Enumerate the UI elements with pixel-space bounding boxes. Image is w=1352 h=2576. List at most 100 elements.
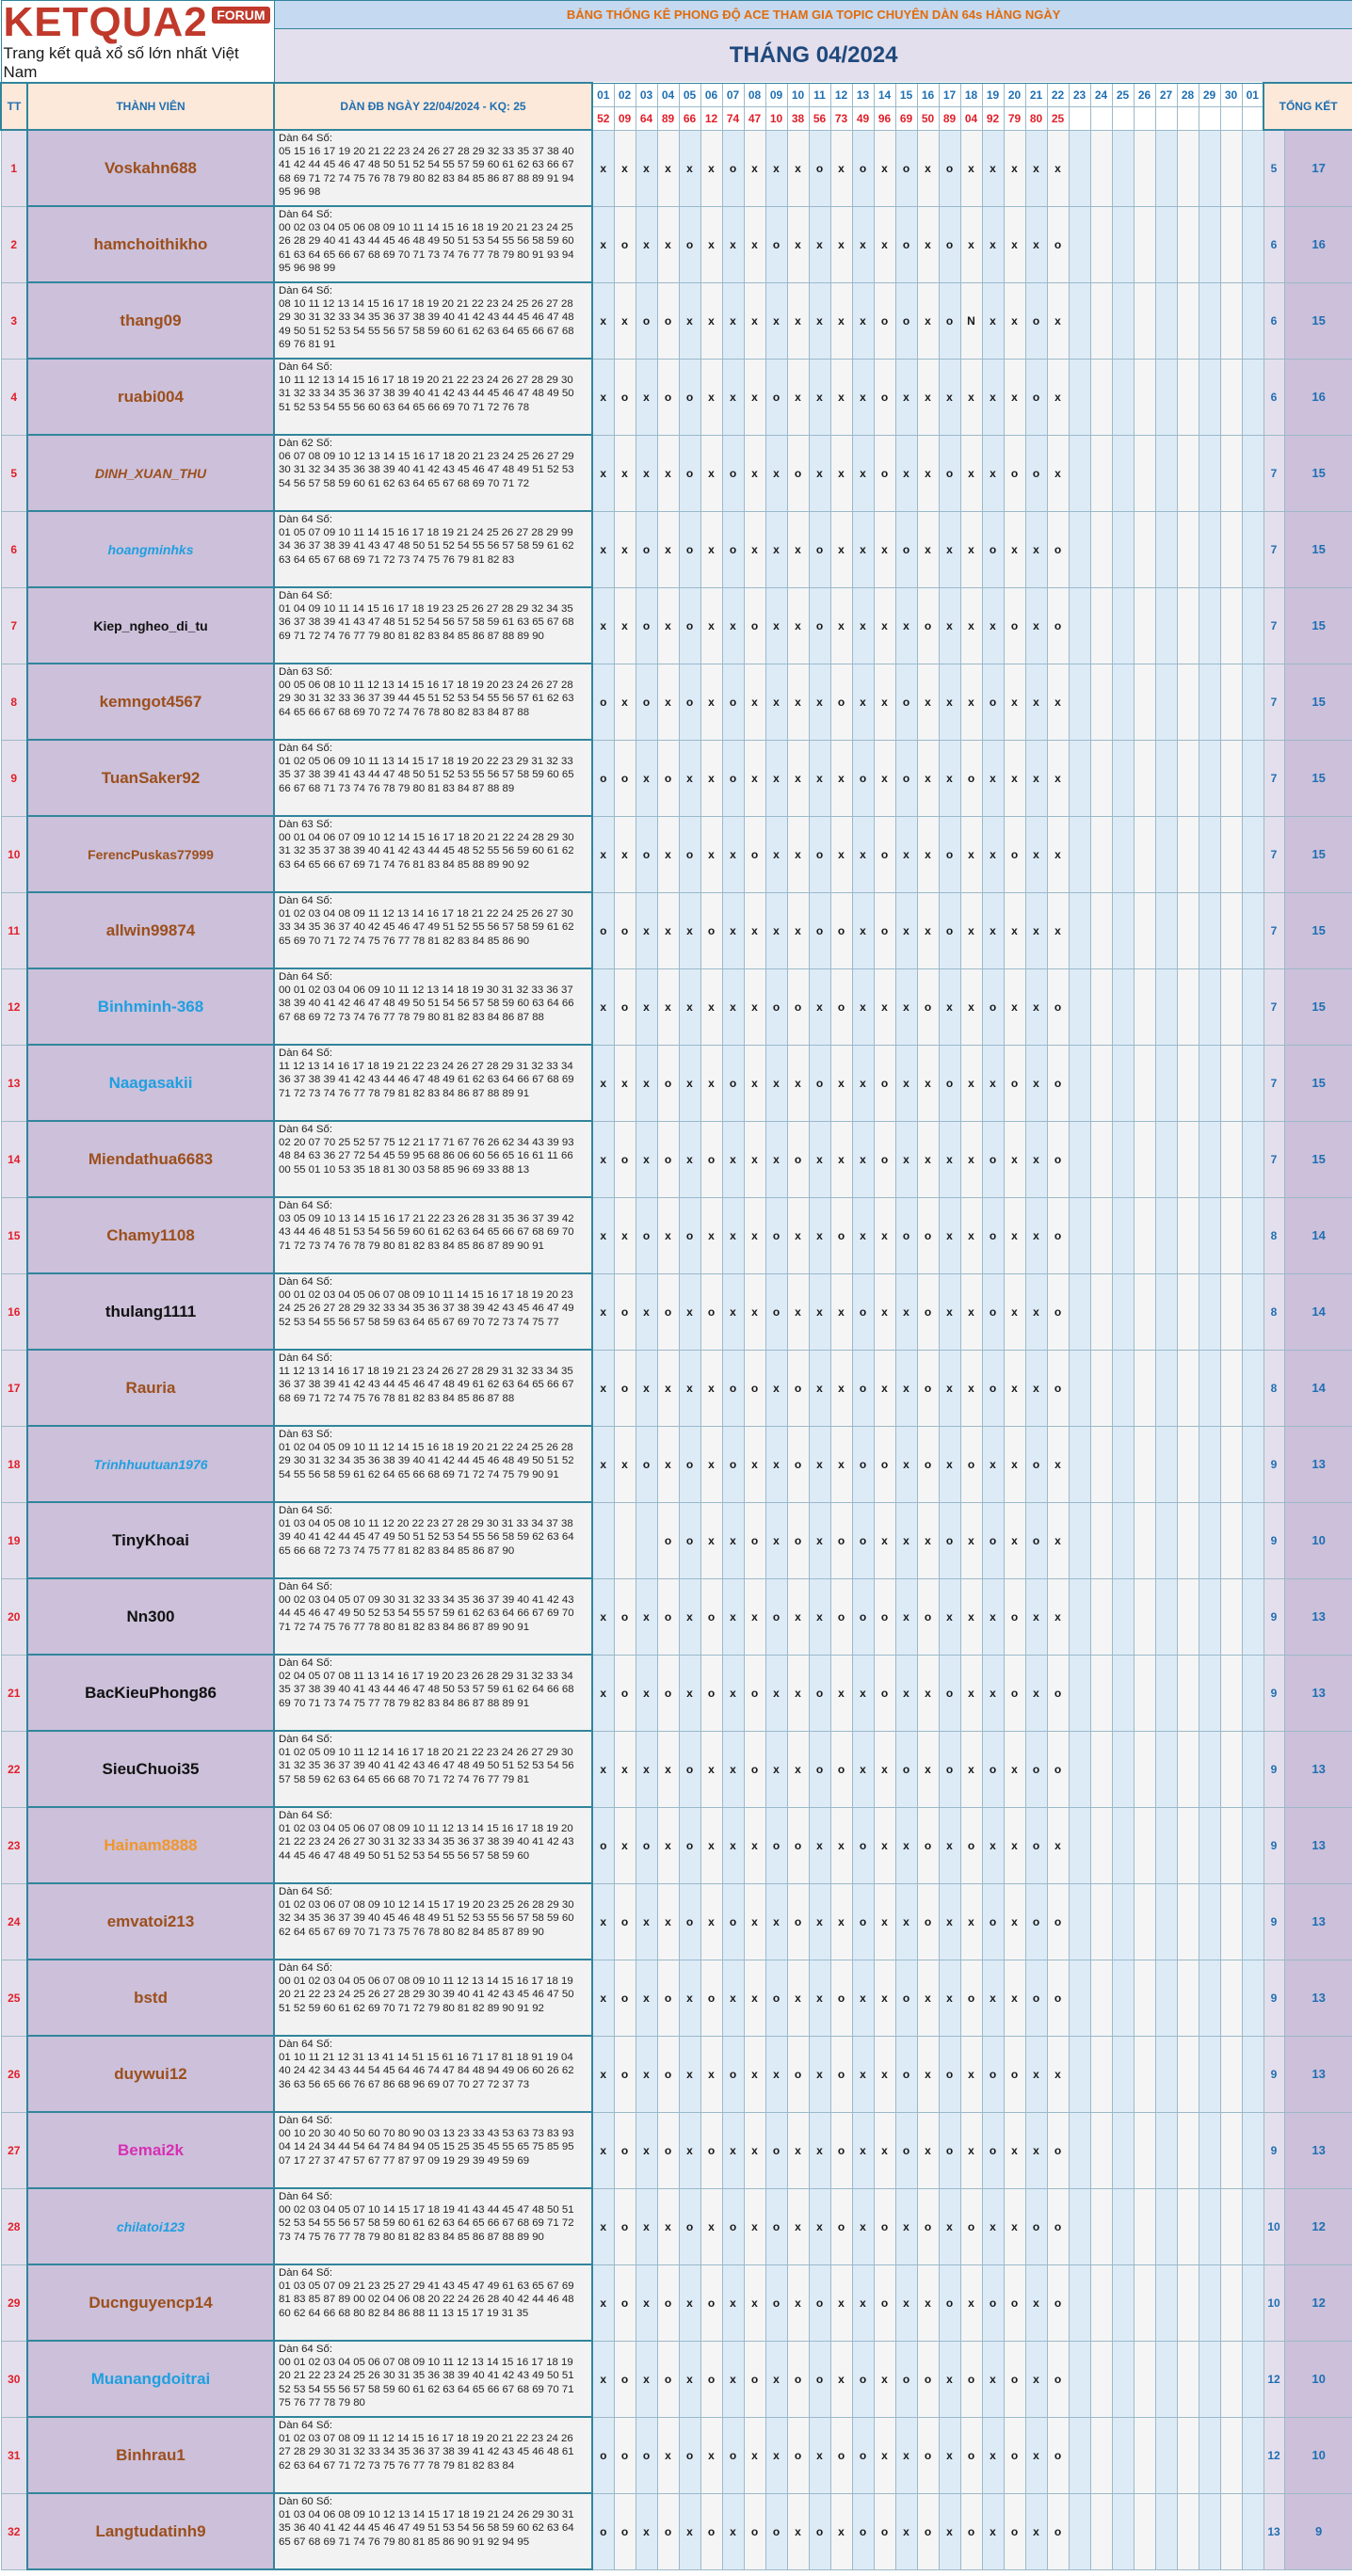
day-mark: o	[635, 2416, 658, 2494]
day-mark: x	[829, 358, 853, 436]
day-mark: x	[873, 2416, 896, 2494]
day-mark: x	[1024, 2111, 1048, 2189]
day-mark: x	[829, 1044, 853, 1122]
day-mark: x	[829, 1349, 853, 1427]
dan-numbers: 01 10 11 21 12 31 13 41 14 51 15 61 16 7…	[279, 2052, 574, 2090]
day-mark	[1068, 434, 1091, 512]
day-mark: x	[1003, 891, 1026, 969]
day-mark	[1133, 1882, 1156, 1960]
day-mark: x	[786, 2264, 810, 2342]
day-mark	[1133, 1425, 1156, 1503]
day-mark	[1198, 2111, 1221, 2189]
day-mark: x	[1024, 129, 1048, 207]
member-row: 5 DINH_XUAN_THU Dàn 62 Số: 06 07 08 09 10 1…	[0, 434, 1352, 512]
day-mark: o	[656, 1577, 680, 1656]
day-mark: x	[743, 2264, 766, 2342]
misses: 10	[1283, 2416, 1352, 2494]
day-mark: x	[1046, 663, 1070, 741]
day-mark: x	[873, 1196, 896, 1274]
day-mark	[1241, 281, 1264, 360]
dan-cell: Dàn 64 Số: 01 03 04 05 08 10 11 12 20 22 …	[273, 1501, 594, 1579]
dan-numbers: 01 03 04 05 08 10 11 12 20 22 23 27 28 2…	[279, 1518, 574, 1557]
day-mark: x	[851, 358, 875, 436]
day-mark: x	[829, 510, 853, 588]
day-mark	[1089, 358, 1113, 436]
dan-label: Dàn 64 Số:	[279, 1581, 333, 1592]
day-mark: o	[786, 1501, 810, 1579]
day-mark: x	[635, 2492, 658, 2570]
day-mark	[1154, 2264, 1178, 2342]
hits: 8	[1263, 1349, 1285, 1427]
day-mark: x	[678, 891, 701, 969]
day-mark: x	[851, 1196, 875, 1274]
day-mark: o	[635, 1806, 658, 1884]
day-mark: o	[678, 1806, 701, 1884]
day-mark	[1176, 434, 1199, 512]
hits: 7	[1263, 1120, 1285, 1198]
day-mark	[1111, 1120, 1135, 1198]
day-mark: o	[894, 2035, 918, 2113]
misses: 13	[1283, 2111, 1352, 2189]
day-mark	[1198, 2264, 1221, 2342]
dan-numbers: 01 02 03 04 08 09 11 12 13 14 16 17 18 2…	[279, 908, 574, 947]
day-mark	[1241, 205, 1264, 283]
day-mark: x	[635, 1120, 658, 1198]
day-mark: x	[894, 2187, 918, 2265]
result: 73	[829, 105, 853, 131]
dan-numbers: 05 15 16 17 19 20 21 22 23 24 26 27 28 2…	[279, 146, 574, 198]
dan-label: Dàn 64 Số:	[279, 2191, 333, 2202]
day-mark: o	[959, 2187, 983, 2265]
day-mark: x	[678, 1654, 701, 1732]
day-mark: o	[851, 1806, 875, 1884]
day-mark	[1198, 129, 1221, 207]
hits: 9	[1263, 1959, 1285, 2037]
day-mark: x	[678, 739, 701, 817]
day-mark: o	[743, 1730, 766, 1808]
day-mark: o	[613, 1120, 636, 1198]
day-mark: o	[938, 2264, 961, 2342]
day-mark: o	[1046, 1730, 1070, 1808]
day-mark: x	[635, 1654, 658, 1732]
day-mark: o	[1046, 586, 1070, 664]
day-mark: x	[765, 2340, 788, 2418]
day-mark: x	[786, 1044, 810, 1122]
dan-label: Dàn 60 Số:	[279, 2496, 333, 2507]
day-mark: o	[916, 1806, 940, 1884]
day-mark: x	[591, 1272, 615, 1351]
day-mark: x	[721, 1730, 745, 1808]
day-mark: x	[635, 1730, 658, 1808]
hits: 9	[1263, 1882, 1285, 1960]
day-mark: x	[743, 205, 766, 283]
day-mark	[1241, 1882, 1264, 1960]
day-mark: o	[700, 2264, 723, 2342]
hits: 9	[1263, 1730, 1285, 1808]
day-mark: o	[808, 586, 831, 664]
day-mark: x	[678, 281, 701, 360]
day-mark	[1241, 2187, 1264, 2265]
day-mark: x	[721, 968, 745, 1046]
day-header: 19	[981, 82, 1005, 107]
row-number: 26	[0, 2035, 28, 2113]
day-mark: o	[700, 1654, 723, 1732]
day-mark: x	[743, 434, 766, 512]
day-mark: o	[656, 2035, 680, 2113]
day-mark: x	[700, 510, 723, 588]
dan-label: Dàn 64 Số:	[279, 895, 333, 906]
day-mark: o	[808, 815, 831, 893]
day-mark: o	[1024, 281, 1048, 360]
result: 50	[916, 105, 940, 131]
dan-label: Dàn 64 Số:	[279, 133, 333, 144]
day-mark: o	[635, 815, 658, 893]
day-mark: x	[981, 2416, 1005, 2494]
day-mark: x	[591, 1120, 615, 1198]
day-mark: x	[981, 281, 1005, 360]
day-header: 15	[894, 82, 918, 107]
dan-numbers: 01 03 05 07 09 21 23 25 27 29 41 43 45 4…	[279, 2280, 574, 2319]
day-mark	[1154, 434, 1178, 512]
day-mark: x	[938, 739, 961, 817]
day-mark: x	[808, 1272, 831, 1351]
day-mark: x	[656, 968, 680, 1046]
day-mark: x	[700, 1730, 723, 1808]
day-mark: x	[591, 1349, 615, 1427]
day-mark: x	[829, 739, 853, 817]
